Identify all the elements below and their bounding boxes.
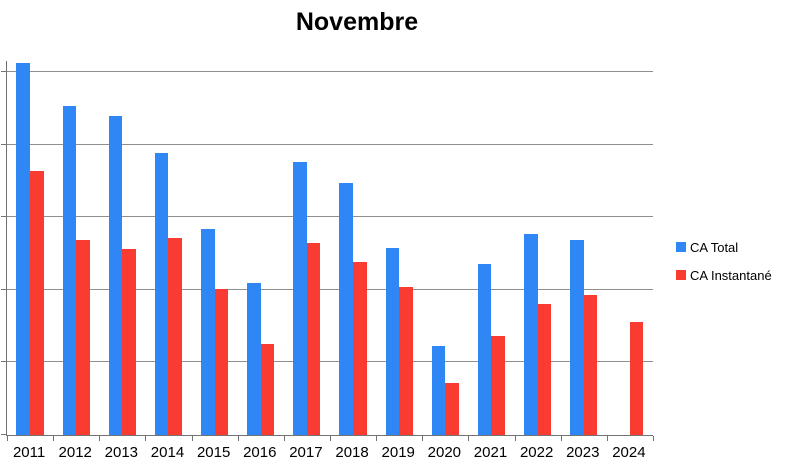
bar-ca-instantan--2020 bbox=[445, 383, 459, 435]
x-axis-tick bbox=[468, 436, 470, 441]
bar-ca-total-2020 bbox=[431, 345, 446, 435]
bar-ca-instantan--2017 bbox=[306, 242, 321, 435]
x-axis-tick bbox=[606, 436, 608, 441]
bar-ca-total-2021 bbox=[477, 263, 492, 435]
bar-ca-instantan--2014 bbox=[168, 238, 183, 435]
x-axis-tick bbox=[283, 436, 285, 441]
bar-ca-instantan--2022 bbox=[537, 303, 552, 435]
x-tick-label-2024: 2024 bbox=[612, 444, 646, 461]
legend-item-ca-instantane: CA Instantané bbox=[676, 264, 772, 286]
bar-ca-total-2012 bbox=[62, 106, 77, 435]
x-axis-tick bbox=[376, 436, 378, 441]
y-axis-tick bbox=[1, 216, 7, 218]
y-axis-tick bbox=[1, 143, 7, 145]
bar-ca-instantan--2012 bbox=[76, 240, 90, 435]
x-axis-tick bbox=[653, 436, 654, 441]
x-axis-tick bbox=[145, 436, 147, 441]
x-tick-label-2013: 2013 bbox=[104, 444, 139, 461]
y-axis-tick bbox=[1, 70, 7, 72]
x-axis-tick bbox=[7, 436, 8, 441]
x-tick-label-2021: 2021 bbox=[473, 444, 508, 461]
x-axis-tick bbox=[237, 436, 239, 441]
x-tick-label-2017: 2017 bbox=[289, 444, 323, 461]
bar-ca-instantan--2024 bbox=[629, 322, 644, 435]
bar-ca-instantan--2023 bbox=[583, 294, 598, 435]
bar-ca-total-2016 bbox=[247, 283, 261, 435]
plot-area bbox=[1, 61, 654, 441]
gridline bbox=[7, 70, 653, 72]
y-axis-tick bbox=[1, 361, 7, 363]
x-tick-label-2016: 2016 bbox=[243, 444, 277, 461]
x-axis-tick bbox=[330, 436, 331, 441]
x-tick-label-2014: 2014 bbox=[150, 444, 185, 461]
bar-ca-total-2023 bbox=[570, 240, 584, 435]
bar-ca-total-2015 bbox=[200, 229, 215, 435]
bar-ca-total-2014 bbox=[154, 152, 169, 435]
chart-title: Novembre bbox=[295, 8, 419, 36]
gridline bbox=[7, 216, 653, 218]
x-axis-tick bbox=[514, 436, 516, 441]
x-axis-tick bbox=[99, 436, 101, 441]
bar-ca-total-2018 bbox=[339, 183, 353, 435]
bar-ca-total-2013 bbox=[108, 116, 123, 435]
legend-swatch-ca-instantane-icon bbox=[676, 270, 686, 280]
gridline bbox=[7, 288, 653, 290]
bar-ca-instantan--2015 bbox=[214, 289, 229, 435]
bar-ca-instantan--2016 bbox=[260, 344, 275, 435]
x-axis-tick bbox=[422, 436, 424, 441]
x-axis-tick bbox=[53, 436, 55, 441]
x-tick-label-2011: 2011 bbox=[12, 444, 46, 461]
bar-ca-total-2017 bbox=[293, 161, 307, 435]
x-tick-label-2018: 2018 bbox=[335, 444, 369, 461]
x-tick-label-2019: 2019 bbox=[381, 444, 415, 461]
x-tick-label-2020: 2020 bbox=[427, 444, 462, 461]
legend-label-ca-total: CA Total bbox=[690, 239, 739, 255]
bar-ca-instantan--2018 bbox=[353, 262, 367, 435]
gridline bbox=[7, 143, 653, 145]
y-axis-tick bbox=[1, 434, 7, 435]
x-axis-tick bbox=[191, 436, 193, 441]
x-tick-label-2015: 2015 bbox=[196, 444, 231, 461]
legend: CA Total CA Instantané bbox=[676, 236, 772, 292]
bar-ca-instantan--2019 bbox=[399, 286, 413, 435]
x-tick-label-2022: 2022 bbox=[519, 444, 554, 461]
x-tick-label-2023: 2023 bbox=[566, 444, 600, 461]
legend-swatch-ca-total-icon bbox=[676, 242, 686, 252]
bar-ca-instantan--2013 bbox=[122, 249, 136, 435]
bar-ca-instantan--2021 bbox=[491, 336, 506, 435]
bar-ca-total-2022 bbox=[523, 233, 538, 435]
x-tick-label-2012: 2012 bbox=[58, 444, 92, 461]
legend-label-ca-instantane: CA Instantané bbox=[690, 267, 772, 283]
y-axis-tick bbox=[1, 288, 7, 290]
gridline bbox=[7, 361, 653, 363]
bar-ca-instantan--2011 bbox=[30, 171, 44, 435]
x-axis-tick bbox=[560, 436, 562, 441]
bar-ca-total-2011 bbox=[16, 63, 30, 435]
legend-item-ca-total: CA Total bbox=[676, 236, 772, 258]
bar-ca-total-2019 bbox=[385, 248, 400, 435]
